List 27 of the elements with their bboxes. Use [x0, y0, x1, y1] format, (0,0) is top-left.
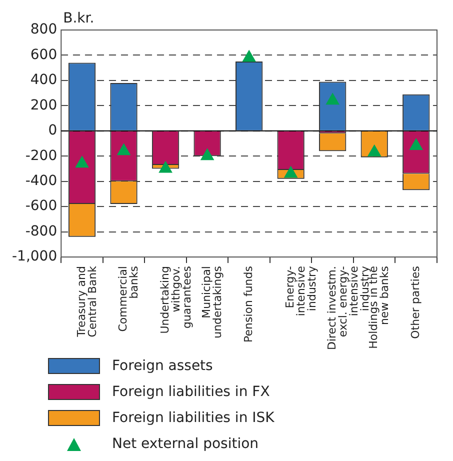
legend-label: Net external position	[112, 436, 259, 452]
y-tick-label: 0	[48, 122, 58, 139]
point	[284, 166, 298, 178]
point	[158, 161, 172, 173]
y-tick-label: -1,000	[12, 248, 58, 265]
y-tick-label: 600	[30, 46, 58, 63]
x-tick-label: Commercial banks	[116, 266, 141, 332]
point	[75, 156, 89, 168]
x-tick-label: Energy-intensive industry	[284, 266, 319, 316]
x-tick-label: Pension funds	[242, 266, 255, 343]
y-tick-label: -600	[25, 198, 58, 214]
legend-label: Foreign liabilities in FX	[112, 384, 270, 400]
point	[410, 138, 423, 150]
point	[242, 50, 256, 62]
y-tick-label: -800	[25, 223, 58, 240]
y-tick-label: 800	[30, 22, 58, 38]
point	[200, 148, 214, 160]
y-tick-label: -400	[25, 172, 58, 189]
x-tick-label: Treasury and Central Bank	[74, 265, 99, 338]
y-axis-title: B.kr.	[63, 10, 94, 27]
y-tick-label: -200	[25, 148, 58, 164]
x-tick-label: Other parties	[408, 266, 422, 339]
point	[326, 93, 340, 105]
legend-label: Foreign assets	[112, 358, 213, 374]
y-tick-label: 200	[30, 97, 58, 114]
y-tick-label: 400	[30, 72, 58, 88]
legend-label: Foreign liabilities in ISK	[112, 410, 274, 426]
